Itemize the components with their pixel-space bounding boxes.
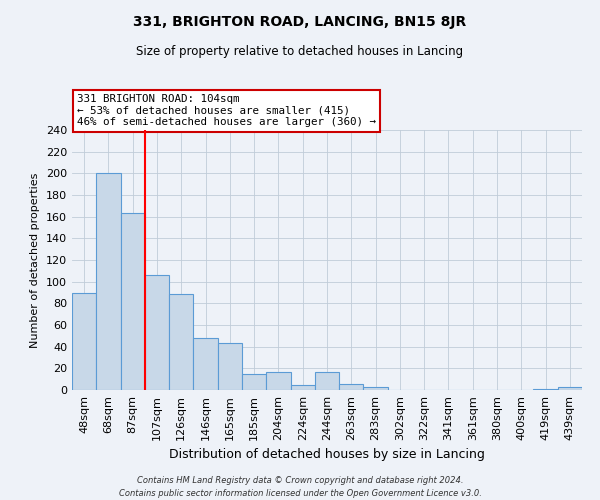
Bar xyxy=(72,292,96,390)
Bar xyxy=(96,174,121,390)
Bar xyxy=(266,372,290,390)
Bar xyxy=(533,389,558,390)
Bar xyxy=(364,387,388,390)
Bar xyxy=(315,372,339,390)
Text: 331 BRIGHTON ROAD: 104sqm
← 53% of detached houses are smaller (415)
46% of semi: 331 BRIGHTON ROAD: 104sqm ← 53% of detac… xyxy=(77,94,376,128)
Y-axis label: Number of detached properties: Number of detached properties xyxy=(31,172,40,348)
Bar xyxy=(242,374,266,390)
Bar xyxy=(121,214,145,390)
Bar xyxy=(290,384,315,390)
X-axis label: Distribution of detached houses by size in Lancing: Distribution of detached houses by size … xyxy=(169,448,485,462)
Bar xyxy=(145,275,169,390)
Text: 331, BRIGHTON ROAD, LANCING, BN15 8JR: 331, BRIGHTON ROAD, LANCING, BN15 8JR xyxy=(133,15,467,29)
Bar xyxy=(339,384,364,390)
Bar xyxy=(169,294,193,390)
Text: Contains public sector information licensed under the Open Government Licence v3: Contains public sector information licen… xyxy=(119,488,481,498)
Text: Size of property relative to detached houses in Lancing: Size of property relative to detached ho… xyxy=(136,45,464,58)
Bar xyxy=(218,344,242,390)
Bar xyxy=(558,387,582,390)
Bar xyxy=(193,338,218,390)
Text: Contains HM Land Registry data © Crown copyright and database right 2024.: Contains HM Land Registry data © Crown c… xyxy=(137,476,463,485)
